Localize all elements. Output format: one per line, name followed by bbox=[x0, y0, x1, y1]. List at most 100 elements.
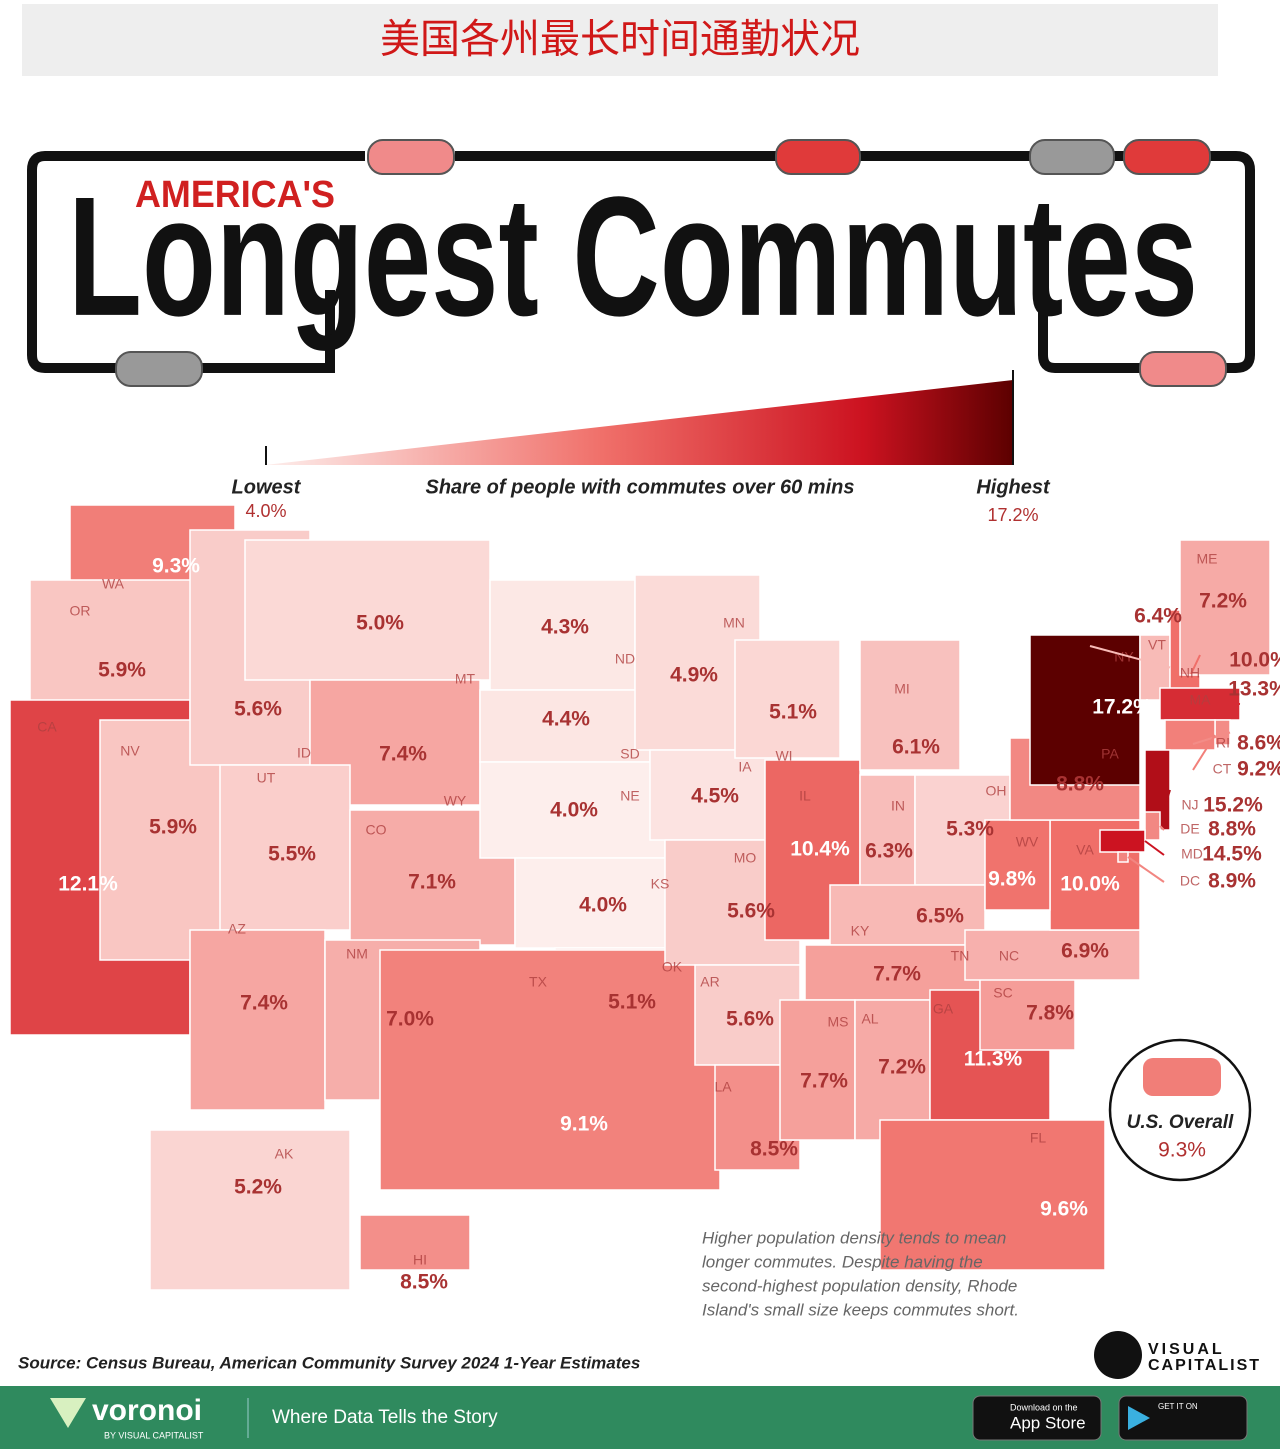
state bbox=[964, 929, 1141, 981]
state bbox=[1099, 829, 1146, 853]
state-abbr: NH bbox=[1180, 665, 1200, 681]
state-value: 8.6% bbox=[1237, 732, 1280, 755]
state-abbr: MD bbox=[1181, 846, 1203, 862]
state-value: 7.2% bbox=[878, 1056, 926, 1079]
app-store[interactable] bbox=[972, 1395, 1102, 1441]
brand-icon bbox=[1094, 1331, 1142, 1379]
state-value: 10.0% bbox=[1229, 649, 1280, 672]
state-abbr: RI bbox=[1216, 735, 1230, 751]
state bbox=[29, 579, 216, 711]
state-value: 10.0% bbox=[1060, 873, 1120, 896]
state-abbr: HI bbox=[413, 1252, 427, 1268]
state-value: 15.2% bbox=[1203, 794, 1263, 817]
state-abbr: IL bbox=[799, 788, 811, 804]
google-play[interactable] bbox=[1118, 1395, 1248, 1441]
state-value: 5.9% bbox=[149, 816, 197, 839]
state bbox=[829, 884, 986, 946]
cars bbox=[115, 139, 1227, 387]
state-abbr: DE bbox=[1180, 821, 1199, 837]
state-abbr: AZ bbox=[228, 921, 246, 937]
state bbox=[219, 764, 351, 931]
state-value: 5.3% bbox=[946, 818, 994, 841]
state-abbr: TN bbox=[951, 948, 970, 964]
state-value: 7.4% bbox=[240, 992, 288, 1015]
state-value: 6.5% bbox=[916, 905, 964, 928]
state-value: 5.0% bbox=[356, 612, 404, 635]
state bbox=[379, 949, 721, 1191]
state-value: 6.1% bbox=[892, 736, 940, 759]
state-value: 17.2% bbox=[1092, 696, 1152, 719]
overall-label: 9.3% bbox=[1158, 1139, 1206, 1162]
note-line: second-highest population density, Rhode bbox=[702, 1276, 1017, 1295]
state-value: 6.4% bbox=[1134, 605, 1182, 628]
state-abbr: IA bbox=[738, 759, 752, 775]
state-value: 5.1% bbox=[608, 991, 656, 1014]
state-value: 11.3% bbox=[964, 1048, 1023, 1071]
state-value: 4.4% bbox=[542, 708, 590, 731]
state-value: 10.4% bbox=[790, 838, 850, 861]
brand-logo: VISUAL bbox=[1148, 1341, 1225, 1358]
footer-tagline: Where Data Tells the Story bbox=[272, 1407, 498, 1428]
state-value: 9.1% bbox=[560, 1113, 608, 1136]
overall-name: U.S. Overall bbox=[1127, 1112, 1234, 1133]
banner-bg bbox=[22, 4, 1218, 76]
state-value: 8.9% bbox=[1208, 870, 1256, 893]
note-line: Higher population density tends to mean bbox=[702, 1228, 1006, 1247]
state-value: 4.9% bbox=[670, 664, 718, 687]
state-value: 8.5% bbox=[400, 1271, 448, 1294]
state-abbr: DC bbox=[1180, 873, 1200, 889]
state-value: 7.1% bbox=[408, 871, 456, 894]
state-abbr: OR bbox=[70, 603, 91, 619]
state-value: 7.7% bbox=[873, 963, 921, 986]
state-abbr: OH bbox=[986, 783, 1007, 799]
state-value: 8.8% bbox=[1208, 818, 1256, 841]
leader bbox=[1159, 825, 1165, 831]
kicker: AMERICA'S bbox=[135, 174, 335, 216]
state-abbr: TX bbox=[529, 974, 548, 990]
frame bbox=[455, 151, 1255, 373]
leader bbox=[1127, 856, 1165, 883]
state-abbr: VA bbox=[1076, 842, 1094, 858]
state bbox=[1144, 811, 1161, 841]
state-value: 13.3% bbox=[1228, 678, 1280, 701]
state-abbr: NE bbox=[620, 788, 639, 804]
map: WA 9.3% OR 5.9% CA 12.1% NV 5.9% ID 5.6% MT 5.0% WY 7… bbox=[9, 504, 1280, 1294]
legend-caption: Share of people with commutes over 60 mi… bbox=[425, 476, 854, 498]
leader bbox=[1189, 700, 1241, 705]
state-abbr: MT bbox=[455, 671, 476, 687]
source: Source: Census Bureau, American Communit… bbox=[18, 1353, 640, 1372]
state bbox=[514, 857, 691, 949]
state bbox=[859, 774, 916, 906]
legend-low-label: 4.0% bbox=[245, 501, 286, 521]
legend-high-name: Highest bbox=[976, 476, 1051, 498]
google-play-line: GET IT ON bbox=[1158, 1402, 1198, 1411]
state-value: 8.8% bbox=[1056, 773, 1104, 796]
frame bbox=[27, 151, 365, 373]
state-abbr: AR bbox=[700, 974, 719, 990]
state-value: 4.5% bbox=[691, 785, 739, 808]
state-value: 9.8% bbox=[988, 868, 1036, 891]
state-value: 9.6% bbox=[1040, 1198, 1088, 1221]
state-abbr: WI bbox=[775, 748, 792, 764]
state-value: 5.6% bbox=[234, 698, 282, 721]
state-value: 6.3% bbox=[865, 840, 913, 863]
note-line: longer commutes. Despite having the bbox=[702, 1252, 983, 1271]
play-icon bbox=[1128, 1406, 1150, 1430]
state-abbr: CT bbox=[1213, 761, 1232, 777]
leader bbox=[1192, 731, 1231, 745]
state-abbr: KS bbox=[651, 876, 670, 892]
state-abbr: NV bbox=[120, 743, 140, 759]
brand-logo: CAPITALIST bbox=[1148, 1357, 1261, 1374]
state bbox=[189, 929, 326, 1111]
state-abbr: MA bbox=[1190, 692, 1212, 708]
state-value: 6.9% bbox=[1061, 940, 1109, 963]
state-abbr: MS bbox=[828, 1014, 849, 1030]
state-abbr: AK bbox=[275, 1146, 294, 1162]
state bbox=[1117, 851, 1129, 863]
state-abbr: LA bbox=[714, 1079, 732, 1095]
state-abbr: NJ bbox=[1181, 797, 1198, 813]
state-value: 7.2% bbox=[1199, 590, 1247, 613]
state bbox=[244, 539, 491, 681]
state-abbr: FL bbox=[1030, 1130, 1047, 1146]
state-value: 5.6% bbox=[727, 900, 775, 923]
